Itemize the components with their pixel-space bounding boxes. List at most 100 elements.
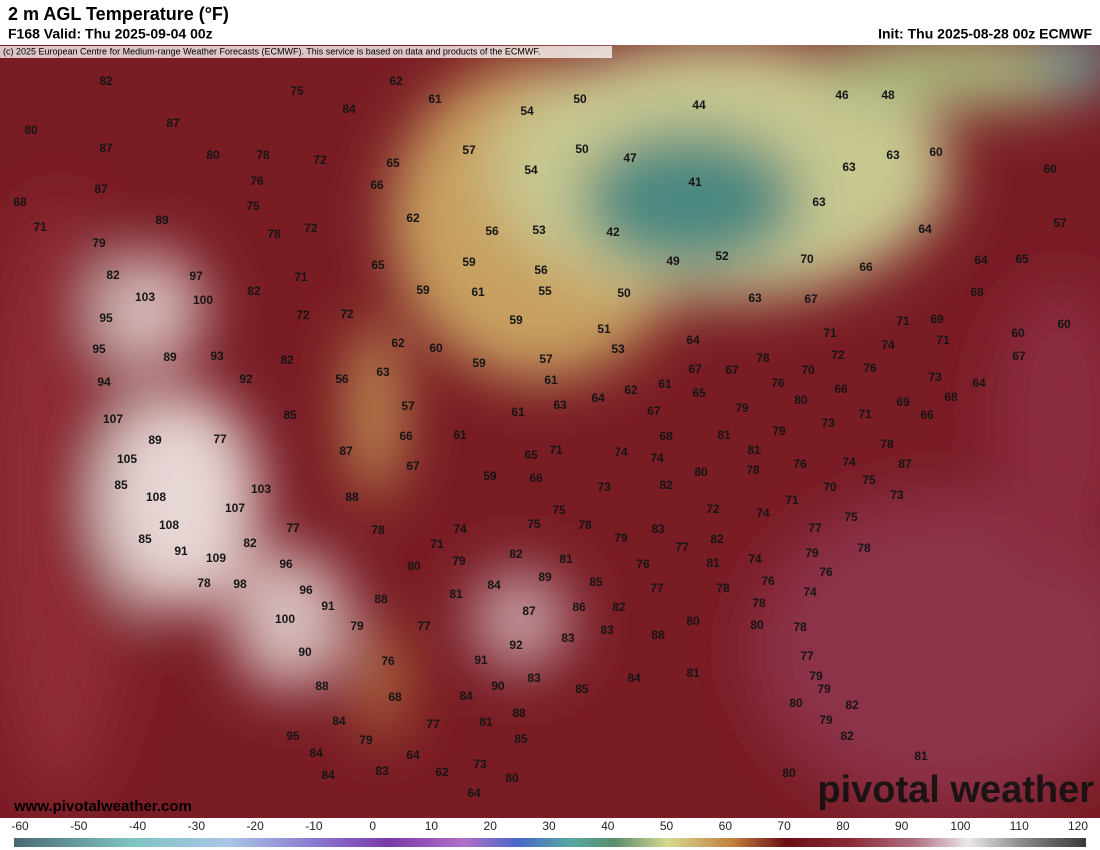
temperature-label: 84 [332, 714, 346, 728]
temperature-label: 74 [453, 522, 467, 536]
temperature-label: 79 [452, 554, 466, 568]
temperature-label: 74 [881, 338, 895, 352]
temperature-label: 85 [283, 408, 297, 422]
temperature-label: 74 [842, 455, 856, 469]
temperature-label: 89 [148, 433, 162, 447]
temperature-label: 85 [138, 532, 152, 546]
temperature-label: 89 [155, 213, 169, 227]
temperature-label: 75 [527, 517, 541, 531]
temperature-label: 64 [467, 786, 481, 800]
temperature-label: 61 [658, 377, 672, 391]
temperature-label: 56 [485, 224, 499, 238]
temperature-label: 42 [606, 225, 620, 239]
temperature-label: 72 [340, 307, 354, 321]
temperature-label: 60 [1043, 162, 1057, 176]
temperature-label: 79 [772, 424, 786, 438]
temperature-label: 63 [886, 148, 900, 162]
temperature-field [0, 45, 1100, 818]
temperature-label: 77 [808, 521, 822, 535]
temperature-label: 73 [597, 480, 611, 494]
colorbar-tick-label: 70 [777, 819, 791, 833]
temperature-label: 67 [406, 459, 420, 473]
temperature-label: 84 [487, 578, 501, 592]
temperature-label: 74 [748, 552, 762, 566]
valid-time: F168 Valid: Thu 2025-09-04 00z [8, 26, 213, 42]
temperature-label: 76 [636, 557, 650, 571]
temperature-label: 74 [756, 506, 770, 520]
temperature-label: 68 [13, 195, 27, 209]
temperature-label: 64 [406, 748, 420, 762]
temperature-label: 62 [389, 74, 403, 88]
temperature-label: 61 [511, 405, 525, 419]
temperature-label: 80 [794, 393, 808, 407]
temperature-label: 65 [371, 258, 385, 272]
temperature-label: 80 [24, 123, 38, 137]
temperature-label: 91 [474, 653, 488, 667]
temperature-label: 80 [694, 465, 708, 479]
logo: pivotal weather [817, 769, 1094, 811]
temperature-label: 48 [881, 88, 895, 102]
temperature-label: 76 [863, 361, 877, 375]
temperature-label: 80 [789, 696, 803, 710]
temperature-label: 88 [512, 706, 526, 720]
colorbar-tick-label: 40 [601, 819, 615, 833]
temperature-label: 68 [388, 690, 402, 704]
temperature-label: 68 [970, 285, 984, 299]
temperature-label: 66 [859, 260, 873, 274]
temperature-label: 74 [650, 451, 664, 465]
temperature-label: 66 [399, 429, 413, 443]
temperature-label: 50 [617, 286, 631, 300]
temperature-label: 69 [896, 395, 910, 409]
temperature-label: 81 [747, 443, 761, 457]
temperature-label: 107 [103, 412, 123, 426]
temperature-label: 71 [549, 443, 563, 457]
temperature-label: 79 [819, 713, 833, 727]
temperature-label: 82 [99, 74, 113, 88]
temperature-label: 108 [146, 490, 166, 504]
temperature-label: 54 [524, 163, 538, 177]
temperature-label: 73 [473, 757, 487, 771]
temperature-label: 75 [862, 473, 876, 487]
temperature-label: 78 [371, 523, 385, 537]
colorbar-tick-label: 100 [950, 819, 970, 833]
temperature-label: 73 [890, 488, 904, 502]
colorbar-tick-label: 0 [369, 819, 376, 833]
temperature-label: 86 [572, 600, 586, 614]
temperature-label: 77 [675, 540, 689, 554]
temperature-label: 77 [426, 717, 440, 731]
temperature-label: 57 [401, 399, 415, 413]
temperature-label: 67 [1012, 349, 1026, 363]
temperature-label: 72 [313, 153, 327, 167]
temperature-label: 80 [505, 771, 519, 785]
temperature-label: 88 [345, 490, 359, 504]
temperature-label: 61 [453, 428, 467, 442]
colorbar-tick-label: -30 [188, 819, 206, 833]
temperature-label: 71 [936, 333, 950, 347]
colorbar-tick-label: 20 [484, 819, 498, 833]
temperature-label: 74 [614, 445, 628, 459]
temperature-label: 97 [189, 269, 203, 283]
colorbar-tick-label: 10 [425, 819, 439, 833]
temperature-label: 69 [930, 312, 944, 326]
temperature-label: 56 [534, 263, 548, 277]
temperature-label: 84 [459, 689, 473, 703]
temperature-label: 92 [509, 638, 523, 652]
temperature-label: 76 [819, 565, 833, 579]
temperature-label: 63 [812, 195, 826, 209]
temperature-label: 81 [686, 666, 700, 680]
temperature-label: 78 [197, 576, 211, 590]
temperature-label: 90 [491, 679, 505, 693]
temperature-label: 80 [750, 618, 764, 632]
temperature-label: 68 [659, 429, 673, 443]
temperature-label: 108 [159, 518, 179, 532]
temperature-label: 93 [210, 349, 224, 363]
temperature-label: 63 [842, 160, 856, 174]
temperature-label: 71 [33, 220, 47, 234]
temperature-label: 55 [538, 284, 552, 298]
temperature-label: 61 [544, 373, 558, 387]
temperature-label: 67 [804, 292, 818, 306]
temperature-label: 92 [239, 372, 253, 386]
temperature-label: 72 [304, 221, 318, 235]
temperature-label: 41 [688, 175, 702, 189]
